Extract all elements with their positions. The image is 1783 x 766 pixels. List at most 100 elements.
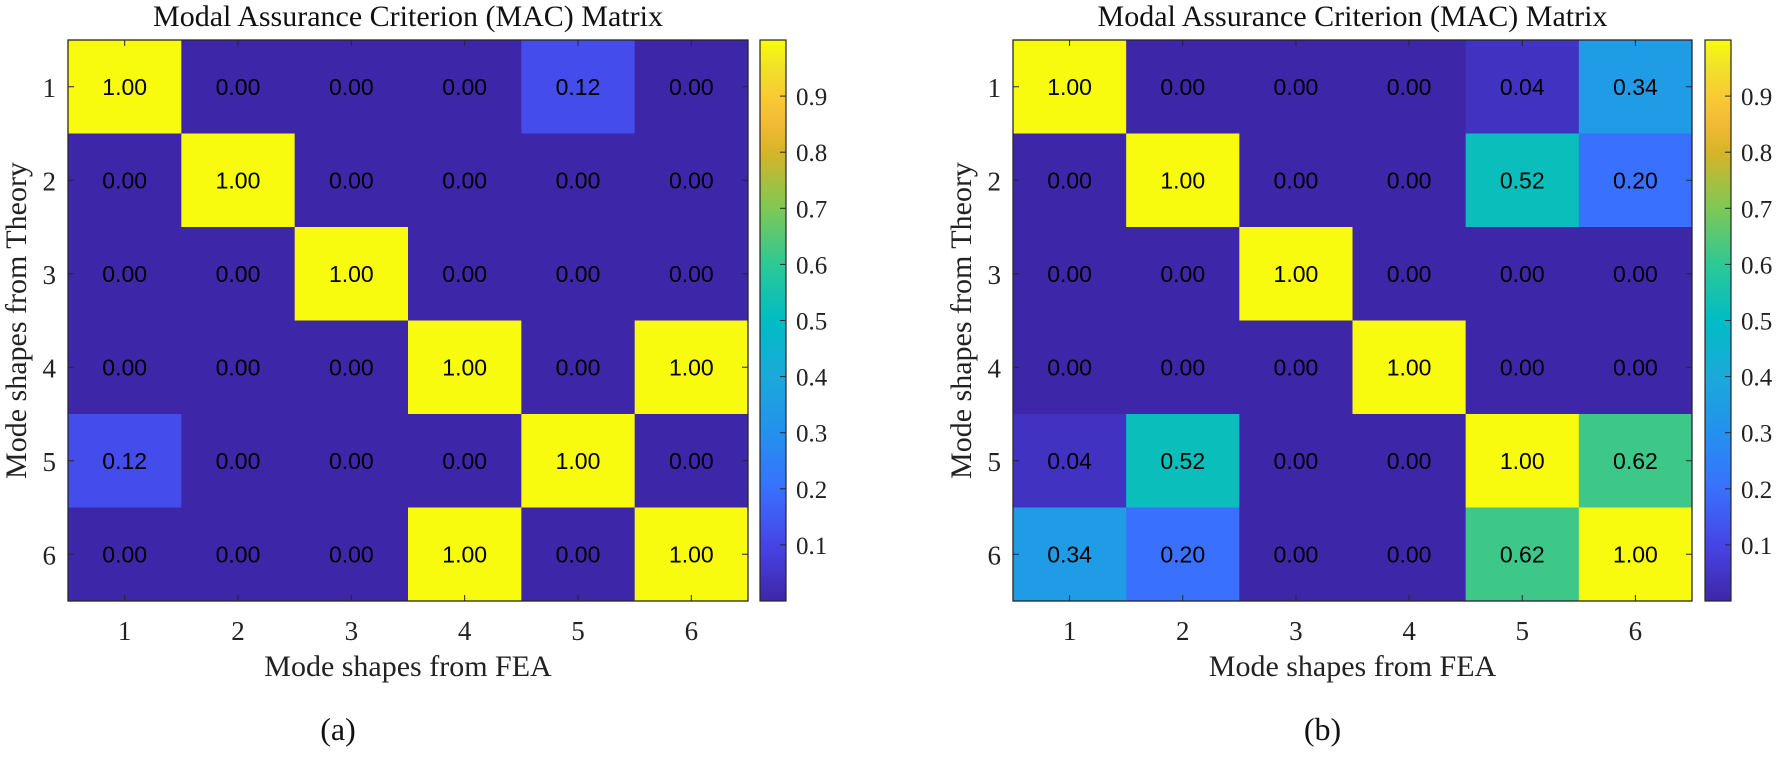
- cell-value-label: 0.00: [669, 448, 714, 474]
- x-tick-label: 1: [118, 616, 132, 646]
- colorbar-tick-label: 0.4: [1741, 365, 1773, 392]
- heatmap-cell: [1239, 40, 1353, 134]
- cell-value-label: 0.00: [216, 541, 261, 567]
- colorbar-tick-label: 0.5: [796, 309, 827, 336]
- y-tick-label: 4: [988, 353, 1002, 383]
- cell-value-label: 0.62: [1613, 448, 1658, 474]
- heatmap-cell: [294, 507, 409, 602]
- cell-value-label: 1.00: [1500, 448, 1545, 474]
- heatmap-cell: [634, 133, 749, 228]
- heatmap-cell: [1013, 133, 1127, 228]
- panel-caption: (a): [320, 711, 356, 747]
- panel-caption: (b): [1304, 711, 1341, 747]
- colorbar-tick-label: 0.8: [1741, 140, 1772, 167]
- heatmap-cell: [1465, 414, 1580, 508]
- heatmap-cell: [1465, 40, 1580, 134]
- heatmap-cell: [521, 320, 636, 415]
- heatmap-cell: [1578, 133, 1693, 228]
- cell-value-label: 0.00: [1613, 354, 1658, 380]
- cell-value-label: 0.34: [1047, 541, 1092, 567]
- cell-value-label: 0.00: [329, 448, 374, 474]
- colorbar-tick-label: 0.7: [1741, 196, 1772, 223]
- heatmap-cell: [1126, 507, 1240, 602]
- cell-value-label: 0.12: [102, 448, 147, 474]
- y-tick-label: 2: [988, 166, 1002, 196]
- plot-frame: [67, 39, 749, 602]
- y-axis-label: Mode shapes from Theory: [945, 162, 978, 479]
- cell-value-label: 0.00: [329, 541, 374, 567]
- colorbar-tick-label: 0.8: [796, 140, 827, 167]
- heatmap-cell: [181, 227, 296, 321]
- cell-value-label: 0.52: [1160, 448, 1205, 474]
- heatmap-cell: [408, 40, 522, 134]
- heatmap-cell: [1352, 320, 1467, 415]
- heatmap-cell: [1352, 507, 1467, 602]
- heatmap-cell: [1578, 320, 1693, 415]
- heatmap-cell: [68, 507, 182, 602]
- heatmap-cell: [68, 40, 182, 134]
- cell-value-label: 1.00: [1613, 541, 1658, 567]
- cell-value-label: 0.00: [1274, 354, 1319, 380]
- cell-value-label: 0.00: [556, 261, 601, 287]
- heatmap-cell: [68, 227, 182, 321]
- heatmap-cell: [1578, 507, 1693, 602]
- chart-title: Modal Assurance Criterion (MAC) Matrix: [1098, 0, 1608, 33]
- y-tick-label: 4: [43, 353, 57, 383]
- cell-value-label: 0.00: [102, 354, 147, 380]
- x-tick-label: 3: [345, 616, 359, 646]
- cell-value-label: 0.00: [1500, 354, 1545, 380]
- cell-value-label: 0.00: [1613, 261, 1658, 287]
- cell-value-label: 0.00: [1274, 167, 1319, 193]
- cell-value-label: 1.00: [102, 74, 147, 100]
- cell-value-label: 0.00: [1160, 354, 1205, 380]
- cell-value-label: 0.00: [1387, 541, 1432, 567]
- heatmap-cell: [521, 227, 636, 321]
- cell-value-label: 0.00: [442, 74, 487, 100]
- heatmap-cell: [181, 133, 296, 228]
- heatmap-cell: [294, 227, 409, 321]
- heatmap-cell: [1013, 40, 1127, 134]
- cell-value-label: 0.00: [1160, 74, 1205, 100]
- cell-value-label: 0.00: [216, 261, 261, 287]
- heatmap-cell: [294, 40, 409, 134]
- colorbar-tick-label: 0.9: [796, 84, 827, 111]
- chart-title: Modal Assurance Criterion (MAC) Matrix: [153, 0, 663, 33]
- heatmap-cell: [1465, 133, 1580, 228]
- x-tick-label: 2: [1176, 616, 1190, 646]
- cell-value-label: 0.00: [329, 354, 374, 380]
- heatmap-cell: [1578, 227, 1693, 321]
- x-axis-label: Mode shapes from FEA: [1209, 650, 1497, 683]
- cell-value-label: 0.00: [216, 448, 261, 474]
- heatmap-cell: [408, 227, 522, 321]
- heatmap-cell: [1239, 133, 1353, 228]
- heatmap-cell: [294, 414, 409, 508]
- colorbar-tick-label: 0.4: [796, 365, 828, 392]
- cell-value-label: 0.00: [669, 261, 714, 287]
- panel-b: Modal Assurance Criterion (MAC) Matrix 1.…: [945, 0, 1773, 747]
- cell-value-label: 0.00: [442, 261, 487, 287]
- heatmap-cell: [408, 133, 522, 228]
- cell-value-label: 0.00: [669, 74, 714, 100]
- x-tick-label: 2: [231, 616, 245, 646]
- x-tick-label: 5: [1516, 616, 1530, 646]
- heatmap-cell: [68, 133, 182, 228]
- heatmap-cell: [1465, 507, 1580, 602]
- y-tick-label: 5: [988, 447, 1002, 477]
- heatmap-cell: [1352, 133, 1467, 228]
- colorbar-tick-label: 0.5: [1741, 309, 1772, 336]
- cell-value-label: 0.12: [556, 74, 601, 100]
- cell-value-label: 0.20: [1613, 167, 1658, 193]
- cell-value-label: 0.00: [1047, 261, 1092, 287]
- cell-value-label: 0.00: [329, 167, 374, 193]
- cell-value-label: 1.00: [1387, 354, 1432, 380]
- cell-value-label: 0.00: [1387, 167, 1432, 193]
- cell-value-label: 0.00: [1500, 261, 1545, 287]
- colorbar-tick-label: 0.9: [1741, 84, 1772, 111]
- heatmap-cell: [1352, 40, 1467, 134]
- cell-value-label: 0.00: [669, 167, 714, 193]
- heatmap-cell: [408, 414, 522, 508]
- cell-value-label: 0.00: [1387, 74, 1432, 100]
- cell-value-label: 0.00: [1387, 261, 1432, 287]
- cell-value-label: 0.00: [556, 167, 601, 193]
